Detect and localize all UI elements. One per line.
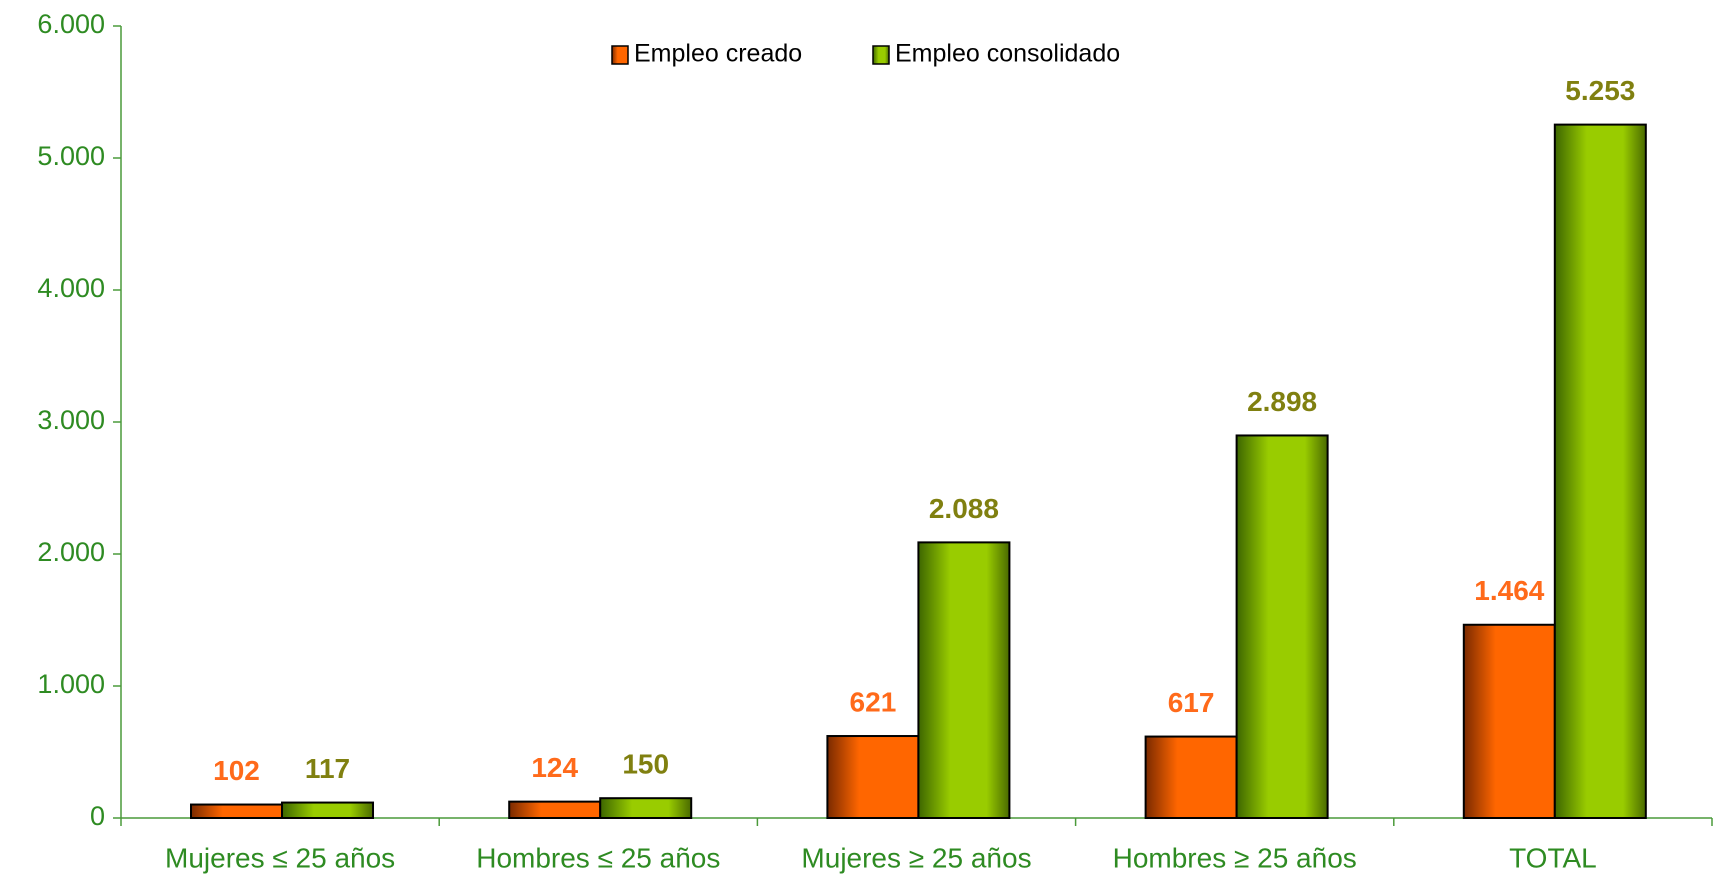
legend-label: Empleo creado (634, 40, 802, 68)
x-tick-label: Hombres ≤ 25 años (476, 842, 720, 873)
value-label: 617 (1168, 687, 1215, 718)
bar (1144, 735, 1238, 820)
value-label: 102 (213, 755, 260, 786)
bar (1462, 623, 1556, 820)
value-label: 621 (850, 686, 897, 717)
bar (190, 803, 284, 820)
x-tick-label: TOTAL (1509, 842, 1597, 873)
value-label: 117 (305, 753, 350, 784)
value-label: 2.898 (1247, 386, 1317, 417)
x-tick-label: Hombres ≥ 25 años (1113, 842, 1357, 873)
bar (281, 801, 375, 820)
bar (826, 735, 920, 820)
value-label: 150 (622, 749, 669, 780)
bar (599, 797, 693, 820)
y-tick-label: 0 (90, 801, 105, 831)
bar (917, 541, 1011, 819)
value-label: 5.253 (1565, 75, 1635, 106)
value-label: 124 (531, 752, 578, 783)
x-tick-label: Mujeres ≤ 25 años (165, 842, 395, 873)
legend-label: Empleo consolidado (895, 40, 1120, 68)
value-label: 1.464 (1474, 575, 1544, 606)
y-tick-label: 2.000 (37, 537, 105, 567)
y-tick-label: 6.000 (37, 9, 105, 39)
legend-swatch (611, 45, 629, 65)
y-tick-label: 3.000 (37, 405, 105, 435)
value-label: 2.088 (929, 493, 999, 524)
bar (508, 800, 602, 820)
legend-swatch (872, 45, 890, 65)
x-tick-label: Mujeres ≥ 25 años (801, 842, 1031, 873)
y-tick-label: 5.000 (37, 141, 105, 171)
bar (1553, 123, 1647, 819)
y-tick-label: 4.000 (37, 273, 105, 303)
bar (1235, 434, 1329, 819)
y-tick-label: 1.000 (37, 669, 105, 699)
